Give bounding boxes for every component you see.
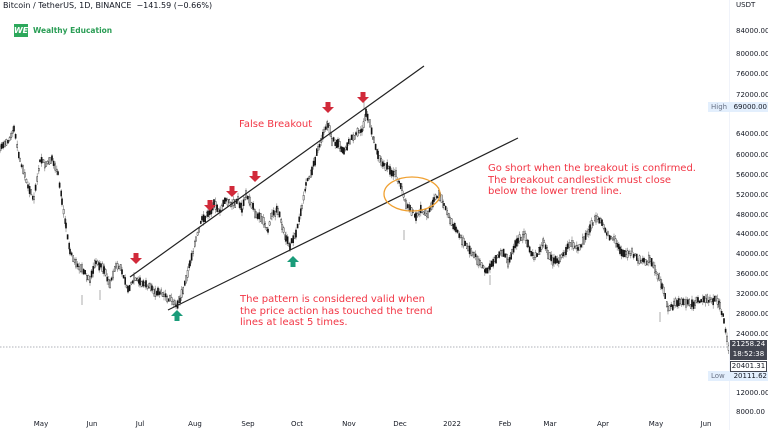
time-tick: May [648, 420, 664, 428]
price-tick: 64000.00 [736, 130, 768, 138]
symbol-title: Bitcoin / TetherUS, 1D, BINANCE [3, 1, 132, 10]
price-tick: 60000.00 [736, 151, 768, 159]
time-tick: May [33, 420, 49, 428]
time-tick: 2022 [443, 420, 461, 428]
low-marker: Low 20111.62 [708, 371, 768, 381]
last-price: 21258.24 [731, 340, 766, 348]
time-tick: Apr [596, 420, 610, 428]
time-tick: Mar [543, 420, 557, 428]
price-unit: USDT [736, 1, 756, 9]
price-tick: 40000.00 [736, 250, 768, 258]
price-tick: 76000.00 [736, 70, 768, 78]
price-tick: 12000.00 [736, 389, 768, 397]
price-tick: 56000.00 [736, 171, 768, 179]
high-marker: High 69000.00 [708, 102, 768, 112]
price-tick: 32000.00 [736, 290, 768, 298]
time-tick: Sep [241, 420, 255, 428]
brand-name: Wealthy Education [33, 26, 113, 35]
time-tick: Dec [393, 420, 407, 428]
price-tick: 36000.00 [736, 270, 768, 278]
boxed-price: 20401.31 [730, 361, 767, 372]
price-tick: 80000.00 [736, 50, 768, 58]
time-tick: Oct [290, 420, 304, 428]
price-tick: 84000.00 [736, 27, 768, 35]
go-short-note: Go short when the breakout is confirmed.… [488, 163, 696, 197]
pattern-valid-note: The pattern is considered valid when the… [240, 294, 433, 328]
high-value: 69000.00 [733, 103, 767, 111]
time-tick: Feb [498, 420, 512, 428]
time-tick: Jun [700, 420, 712, 428]
time-tick: Aug [188, 420, 202, 428]
brand-mark-icon: WE [13, 24, 29, 37]
price-tick: 72000.00 [736, 91, 768, 99]
time-tick: Nov [342, 420, 356, 428]
price-axis[interactable] [729, 0, 768, 430]
low-label: Low [711, 372, 725, 380]
price-tick: 44000.00 [736, 230, 768, 238]
price-tick: 52000.00 [736, 191, 768, 199]
price-tick: 24000.00 [736, 330, 768, 338]
high-label: High [711, 103, 728, 111]
last-price-tag: 21258.24 18:52:38 [730, 340, 767, 360]
false-breakout-label: False Breakout [239, 119, 313, 130]
symbol-header: Bitcoin / TetherUS, 1D, BINANCE −141.59 … [3, 1, 212, 10]
price-tick: 28000.00 [736, 310, 768, 318]
price-tick: 48000.00 [736, 211, 768, 219]
time-tick: Jun [86, 420, 98, 428]
brand-logo: WE Wealthy Education [14, 24, 112, 37]
low-value: 20111.62 [733, 372, 767, 380]
price-change: −141.59 (−0.66%) [136, 1, 213, 10]
time-tick: Jul [135, 420, 145, 428]
price-tick: 8000.00 [736, 408, 765, 416]
bar-countdown: 18:52:38 [732, 349, 765, 358]
